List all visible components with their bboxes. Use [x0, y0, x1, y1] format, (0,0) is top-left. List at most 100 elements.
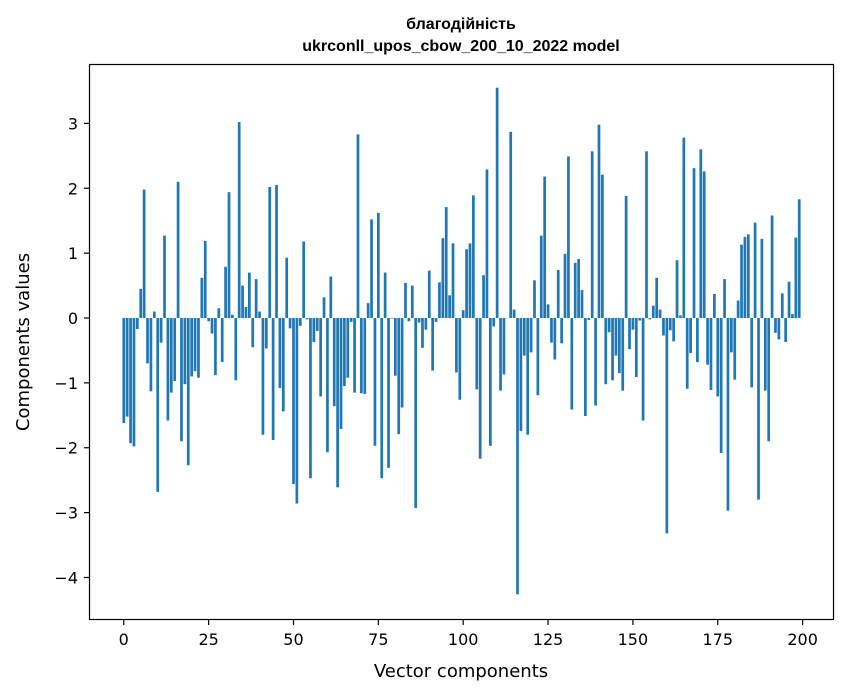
bar [651, 305, 655, 318]
bar [159, 318, 163, 343]
bar [326, 318, 329, 453]
bar [743, 236, 747, 318]
x-tick-label: 200 [787, 630, 818, 649]
bar [685, 318, 689, 389]
bar [214, 318, 217, 376]
bar [587, 318, 591, 320]
bar [780, 293, 784, 318]
bar [339, 318, 343, 429]
bar [152, 311, 156, 318]
bar [288, 318, 292, 329]
bar [129, 318, 132, 444]
bar [767, 318, 771, 442]
x-tick-label: 75 [368, 630, 388, 649]
bar [597, 124, 601, 319]
bar [634, 318, 638, 378]
bar [655, 277, 659, 318]
bar [709, 318, 713, 391]
bar [190, 318, 194, 377]
bar [424, 318, 428, 330]
bar [696, 318, 699, 363]
bar [146, 318, 149, 364]
bar [248, 272, 251, 318]
bar [536, 318, 540, 396]
bar [183, 318, 187, 385]
y-tick-label: 1 [68, 244, 78, 263]
bar [241, 285, 244, 318]
bar [526, 318, 530, 435]
bar [322, 297, 326, 318]
bar [485, 169, 489, 318]
bar [210, 318, 214, 334]
bar [746, 234, 750, 318]
y-axis-label: Components values [13, 253, 34, 431]
bar [135, 318, 139, 330]
bar [319, 318, 322, 397]
bars-group [122, 87, 801, 595]
bar [383, 272, 387, 318]
bar [777, 318, 781, 340]
bar [556, 269, 560, 318]
bar [736, 300, 740, 318]
bar [441, 238, 445, 318]
chart-title-line1: благодійність [406, 16, 516, 33]
bar [203, 240, 207, 318]
bar [638, 318, 642, 321]
bar [231, 314, 234, 318]
bar [370, 219, 373, 318]
bar [390, 318, 394, 319]
bar [533, 280, 536, 318]
bar [512, 309, 516, 318]
bar [672, 318, 675, 342]
bar [455, 318, 458, 373]
bar [142, 189, 146, 318]
bar [271, 318, 275, 440]
bar [366, 303, 370, 318]
bar [363, 318, 367, 394]
bar [529, 318, 533, 353]
bar [492, 318, 496, 327]
bar [750, 318, 754, 388]
bar [458, 318, 462, 400]
bar [791, 314, 794, 318]
bar [356, 134, 360, 318]
bar [760, 238, 764, 318]
bar [244, 306, 248, 318]
bar [309, 318, 312, 479]
bar [410, 285, 414, 318]
bar [621, 318, 625, 391]
bar [251, 318, 255, 348]
bar [468, 243, 472, 318]
bar [662, 318, 665, 336]
bar [169, 318, 173, 393]
bar [499, 318, 502, 391]
y-tick-label: −1 [54, 374, 78, 393]
bar [360, 318, 363, 394]
bar [539, 235, 543, 318]
bar [207, 318, 210, 322]
bar [332, 318, 336, 407]
bar [173, 318, 177, 381]
bar [719, 318, 723, 453]
bar [281, 318, 285, 412]
bar [692, 168, 696, 318]
bar [220, 318, 224, 363]
bar [292, 318, 295, 485]
bar [465, 249, 468, 318]
bar [682, 137, 686, 318]
y-tick-label: 3 [68, 114, 78, 133]
bar [149, 318, 153, 392]
y-tick-label: 2 [68, 179, 78, 198]
y-tick-label: 0 [68, 309, 78, 328]
bar [387, 318, 390, 468]
bar [200, 277, 204, 318]
bar [448, 295, 451, 318]
bar [237, 122, 241, 318]
bar [699, 149, 703, 318]
bar [488, 318, 492, 446]
bar [729, 318, 733, 353]
bar [444, 207, 448, 318]
bar [577, 258, 580, 318]
bar [757, 318, 760, 500]
